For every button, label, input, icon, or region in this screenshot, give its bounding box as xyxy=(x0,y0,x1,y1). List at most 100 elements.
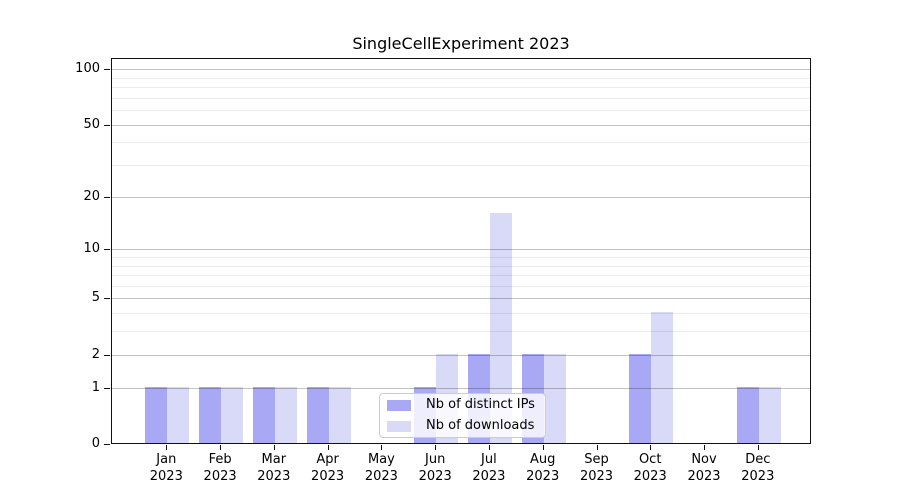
x-axis-tick xyxy=(166,445,168,450)
y-axis-tick xyxy=(104,298,110,299)
legend-row-distinct-ips: Nb of distinct IPs xyxy=(387,398,545,412)
bar-ips-dec xyxy=(736,386,759,443)
x-axis-tick-label-month: May xyxy=(367,452,395,467)
x-axis-tick-label-month: Aug xyxy=(529,452,556,467)
x-axis-tick xyxy=(435,445,437,450)
grid-line-minor xyxy=(112,97,810,99)
grid-line-major xyxy=(112,249,810,251)
x-axis-tick-label-year: 2023 xyxy=(579,469,614,484)
x-axis-tick-label-year: 2023 xyxy=(472,469,506,484)
grid-layer xyxy=(112,59,810,443)
grid-line-minor xyxy=(112,77,810,79)
x-axis-tick-label: Sep 2023 xyxy=(569,451,625,485)
x-axis-tick-label-year: 2023 xyxy=(149,469,183,484)
x-axis-tick-label: Dec 2023 xyxy=(730,451,786,485)
x-axis-tick-label: Mar 2023 xyxy=(246,451,302,485)
x-axis-tick-label-month: Sep xyxy=(584,452,609,467)
grid-line-minor xyxy=(112,87,810,88)
x-axis-tick-label-year: 2023 xyxy=(364,469,398,484)
grid-line-major xyxy=(112,196,810,198)
y-axis-tick-label: 2 xyxy=(91,346,100,362)
x-axis-tick-label: Jan 2023 xyxy=(138,451,194,485)
x-axis-tick xyxy=(327,445,329,450)
x-axis-tick xyxy=(220,445,222,450)
x-axis-tick-label: Jul 2023 xyxy=(461,451,517,485)
x-axis-tick-label: May 2023 xyxy=(353,451,409,485)
grid-line-major xyxy=(112,124,810,126)
x-axis-tick-label-month: Jul xyxy=(481,452,497,467)
y-axis-tick-label: 5 xyxy=(91,290,100,306)
bar-ips-oct xyxy=(629,353,652,443)
y-axis-tick xyxy=(104,388,110,389)
legend-swatch-downloads xyxy=(387,420,411,432)
x-axis-tick-label-month: Feb xyxy=(208,452,232,467)
x-axis-tick-label-year: 2023 xyxy=(203,469,237,484)
grid-line-minor xyxy=(112,110,810,111)
grid-line-minor xyxy=(112,285,810,287)
y-axis-tick xyxy=(104,125,110,126)
bar-ips-jan xyxy=(145,386,168,443)
x-axis-tick xyxy=(488,445,490,450)
y-axis-tick xyxy=(104,69,110,70)
legend: Nb of distinct IPs Nb of downloads xyxy=(379,393,546,438)
x-axis-tick-label-month: Jun xyxy=(425,452,446,467)
grid-line-minor xyxy=(112,142,810,144)
legend-swatch-distinct-ips xyxy=(387,399,411,411)
bar-downloads-oct xyxy=(651,312,674,443)
bar-downloads-jul xyxy=(489,212,512,443)
legend-label-downloads: Nb of downloads xyxy=(426,418,535,433)
y-axis-tick-label: 1 xyxy=(91,379,100,395)
bar-ips-feb xyxy=(199,386,222,443)
grid-line-major xyxy=(112,387,810,389)
grid-line-minor xyxy=(112,331,810,333)
plot-area: Nb of distinct IPs Nb of downloads xyxy=(111,58,811,444)
x-axis-tick-label-year: 2023 xyxy=(418,469,452,484)
grid-line-major xyxy=(112,298,810,300)
x-axis-tick xyxy=(757,445,759,450)
x-axis-tick-label-year: 2023 xyxy=(311,469,345,484)
bar-ips-apr xyxy=(306,386,329,443)
bar-downloads-mar xyxy=(274,386,297,443)
x-axis-tick xyxy=(542,445,544,450)
bar-downloads-feb xyxy=(221,386,244,443)
x-axis-tick-label-year: 2023 xyxy=(526,469,560,484)
x-axis-tick-label: Apr 2023 xyxy=(300,451,356,485)
y-axis-tick xyxy=(104,444,110,445)
x-axis-tick-label-year: 2023 xyxy=(257,469,291,484)
bar-downloads-aug xyxy=(543,353,566,443)
bar-downloads-jan xyxy=(167,386,190,443)
grid-line-minor xyxy=(112,256,810,258)
x-axis-tick-label: Feb 2023 xyxy=(192,451,248,485)
y-axis-tick-label: 50 xyxy=(83,116,100,132)
x-axis-tick-label-month: Jan xyxy=(156,452,177,467)
x-axis-tick-label: Oct 2023 xyxy=(622,451,678,485)
x-axis-tick xyxy=(704,445,705,450)
legend-row-downloads: Nb of downloads xyxy=(387,419,545,433)
x-axis-tick-label-month: Apr xyxy=(316,452,339,467)
y-axis-tick xyxy=(104,249,110,250)
bar-ips-mar xyxy=(252,386,275,443)
y-axis-tick-label: 100 xyxy=(75,61,100,76)
y-axis-tick xyxy=(104,355,110,356)
y-axis-tick xyxy=(104,197,110,198)
x-axis-tick xyxy=(381,445,383,450)
legend-label-distinct-ips: Nb of distinct IPs xyxy=(426,397,535,412)
x-axis-tick xyxy=(650,445,652,450)
grid-line-major xyxy=(112,69,810,70)
x-axis-tick xyxy=(596,445,598,450)
grid-line-minor xyxy=(112,265,810,267)
x-axis-tick-label-month: Dec xyxy=(745,452,771,467)
x-axis-tick xyxy=(273,445,275,450)
bar-downloads-apr xyxy=(328,386,351,443)
grid-line-minor xyxy=(112,165,810,166)
x-axis-tick-label: Jun 2023 xyxy=(407,451,463,485)
y-axis-tick-label: 10 xyxy=(83,241,100,257)
grid-line-minor xyxy=(112,313,810,315)
x-axis-tick-label: Aug 2023 xyxy=(515,451,571,485)
bar-downloads-dec xyxy=(758,386,781,443)
y-axis-tick-label: 20 xyxy=(83,188,100,204)
x-axis-tick-label-year: 2023 xyxy=(633,469,667,484)
x-axis-tick-label-month: Oct xyxy=(638,452,662,467)
grid-line-minor xyxy=(112,275,810,276)
